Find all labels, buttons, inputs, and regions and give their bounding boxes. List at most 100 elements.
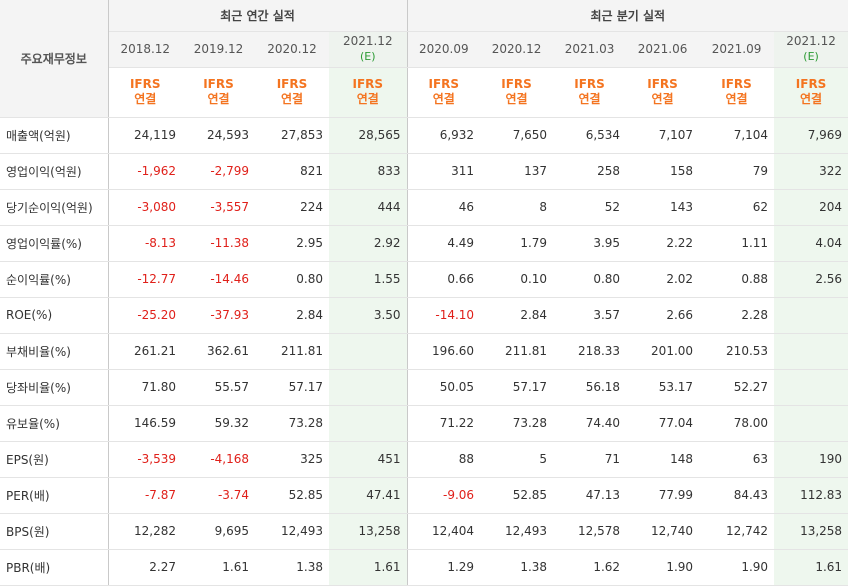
value-cell: 1.61 xyxy=(182,549,255,586)
accounting-basis: IFRS 연결 xyxy=(182,67,255,118)
value-cell: 73.28 xyxy=(255,405,329,442)
period-label: 2021.06 xyxy=(637,41,688,56)
value-cell: 12,742 xyxy=(699,513,775,550)
value-cell: -4,168 xyxy=(182,441,255,478)
value-cell: 9,695 xyxy=(182,513,255,550)
value-cell: 7,104 xyxy=(699,117,775,154)
value-cell: -3,539 xyxy=(108,441,182,478)
period-label: 2021.12 xyxy=(342,34,393,48)
row-label: 당좌비율(%) xyxy=(0,369,109,406)
period-row: 2018.12 2019.12 2020.12 2021.12 (E) 2020.09 20… xyxy=(0,31,848,68)
value-cell: 224 xyxy=(255,189,329,226)
value-cell: 210.53 xyxy=(699,333,775,370)
basis-label: 연결 xyxy=(432,92,455,106)
value-cell: 47.13 xyxy=(553,477,627,514)
value-cell: 79 xyxy=(699,153,775,190)
value-cell: 12,493 xyxy=(255,513,329,550)
value-cell: 71.22 xyxy=(407,405,481,442)
value-cell: 12,282 xyxy=(108,513,182,550)
table-row: ROE(%) -25.20 -37.93 2.84 3.50 -14.10 2.84 3.57… xyxy=(0,297,848,334)
table-row: 영업이익률(%) -8.13 -11.38 2.95 2.92 4.49 1.79 3.95 2… xyxy=(0,225,848,262)
value-cell: -2,799 xyxy=(182,153,255,190)
value-cell: 0.66 xyxy=(407,261,481,298)
value-cell: 444 xyxy=(329,189,408,226)
value-cell: -14.46 xyxy=(182,261,255,298)
accounting-basis: IFRS 연결 xyxy=(626,67,700,118)
value-cell: 2.66 xyxy=(626,297,700,334)
ifrs-label: IFRS xyxy=(574,77,605,91)
table-row: BPS(원) 12,282 9,695 12,493 13,258 12,404 12,49… xyxy=(0,513,848,550)
value-cell: 12,493 xyxy=(480,513,554,550)
value-cell: 6,534 xyxy=(553,117,627,154)
period-label: 2021.12 xyxy=(786,34,836,48)
quarter-header: 최근 분기 실적 xyxy=(407,0,848,32)
value-cell: 52.27 xyxy=(699,369,775,406)
value-cell: 2.02 xyxy=(626,261,700,298)
table-row: 부채비율(%) 261.21 362.61 211.81 196.60 211.81 218… xyxy=(0,333,848,370)
value-cell: 833 xyxy=(329,153,408,190)
basis-label: 연결 xyxy=(134,92,157,106)
row-label: 부채비율(%) xyxy=(0,333,109,370)
value-cell: 77.99 xyxy=(626,477,700,514)
period-header: 2019.12 xyxy=(182,31,255,68)
ifrs-row: IFRS 연결 IFRS 연결 IFRS 연결 IFRS 연결 IFRS 연결 IFRS 연결 IFRS… xyxy=(0,67,848,118)
value-cell: -8.13 xyxy=(108,225,182,262)
value-cell: 325 xyxy=(255,441,329,478)
value-cell: 1.29 xyxy=(407,549,481,586)
annual-header: 최근 연간 실적 xyxy=(108,0,408,32)
header-group-row: 주요재무정보 최근 연간 실적 최근 분기 실적 xyxy=(0,0,848,118)
value-cell: -12.77 xyxy=(108,261,182,298)
value-cell: 201.00 xyxy=(626,333,700,370)
value-cell: 1.55 xyxy=(329,261,408,298)
value-cell: 74.40 xyxy=(553,405,627,442)
row-label: 유보율(%) xyxy=(0,405,109,442)
value-cell xyxy=(774,405,848,442)
period-label: 2018.12 xyxy=(120,41,171,56)
basis-label: 연결 xyxy=(505,92,528,106)
table-row: PBR(배) 2.27 1.61 1.38 1.61 1.29 1.38 1.62 1.90 1.… xyxy=(0,549,848,586)
period-label: 2020.12 xyxy=(267,41,317,56)
row-label: BPS(원) xyxy=(0,513,109,550)
value-cell: 8 xyxy=(480,189,554,226)
value-cell: 1.38 xyxy=(255,549,329,586)
value-cell xyxy=(774,369,848,406)
basis-label: 연결 xyxy=(280,92,304,106)
value-cell: 311 xyxy=(407,153,481,190)
period-header: 2021.12 (E) xyxy=(774,31,848,68)
value-cell: 78.00 xyxy=(699,405,775,442)
row-label: 순이익률(%) xyxy=(0,261,109,298)
value-cell: 59.32 xyxy=(182,405,255,442)
value-cell: 261.21 xyxy=(108,333,182,370)
value-cell: 88 xyxy=(407,441,481,478)
accounting-basis: IFRS 연결 xyxy=(774,67,848,118)
ifrs-label: IFRS xyxy=(129,77,161,91)
period-header: 2020.12 xyxy=(480,31,554,68)
period-header: 2021.09 xyxy=(699,31,775,68)
value-cell: 52 xyxy=(553,189,627,226)
basis-label: 연결 xyxy=(725,92,748,106)
value-cell: 77.04 xyxy=(626,405,700,442)
basis-label: 연결 xyxy=(207,92,230,106)
period-header: 2021.06 xyxy=(626,31,700,68)
value-cell: 63 xyxy=(699,441,775,478)
value-cell: 2.84 xyxy=(480,297,554,334)
table-row: 영업이익(억원) -1,962 -2,799 821 833 311 137 258 158 79… xyxy=(0,153,848,190)
value-cell xyxy=(329,405,408,442)
value-cell: -37.93 xyxy=(182,297,255,334)
value-cell: 57.17 xyxy=(255,369,329,406)
ifrs-label: IFRS xyxy=(276,77,308,91)
accounting-basis: IFRS 연결 xyxy=(407,67,481,118)
value-cell: -9.06 xyxy=(407,477,481,514)
value-cell: 28,565 xyxy=(329,117,408,154)
value-cell: 4.49 xyxy=(407,225,481,262)
value-cell: 258 xyxy=(553,153,627,190)
period-header: 2020.12 xyxy=(255,31,329,68)
estimate-mark: (E) xyxy=(803,50,819,63)
row-label: 영업이익률(%) xyxy=(0,225,109,262)
table-body: 매출액(억원) 24,119 24,593 27,853 28,565 6,932 7,65… xyxy=(0,117,848,586)
table-row: 순이익률(%) -12.77 -14.46 0.80 1.55 0.66 0.10 0.80 2… xyxy=(0,261,848,298)
value-cell: -7.87 xyxy=(108,477,182,514)
value-cell: 55.57 xyxy=(182,369,255,406)
value-cell: 73.28 xyxy=(480,405,554,442)
